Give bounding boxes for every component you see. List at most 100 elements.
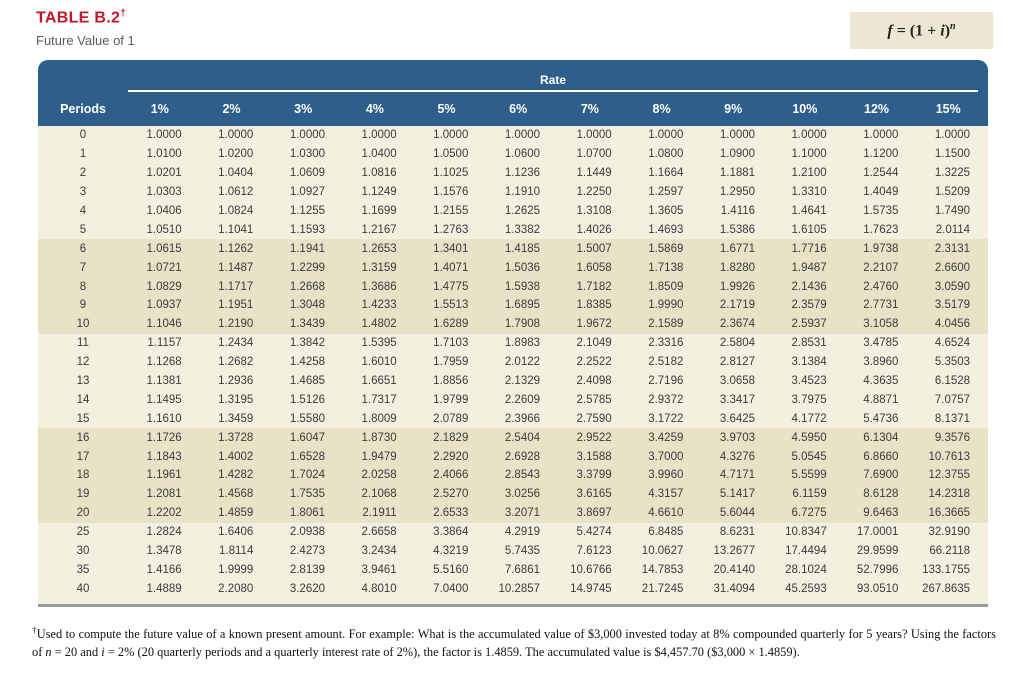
rate-label: Rate <box>539 73 566 87</box>
factor-value-cell: 1.5580 <box>289 412 326 425</box>
text-segment: i <box>940 22 945 40</box>
factor-value-cell: 1.3478 <box>146 545 182 558</box>
factor-value-cell: 2.1068 <box>361 488 397 501</box>
factor-value-cell: 1.6289 <box>433 318 469 331</box>
factor-value-cell: 8.6231 <box>719 526 756 539</box>
period-cell: 17 <box>76 450 90 463</box>
period-cell: 3 <box>79 186 87 199</box>
factor-value-cell: 1.1717 <box>218 280 254 293</box>
period-cell: 20 <box>76 507 90 520</box>
factor-value-cell: 2.0122 <box>504 356 541 369</box>
factor-value-cell: 1.0700 <box>576 148 612 161</box>
factor-value-cell: 1.9738 <box>863 242 899 255</box>
factor-value-cell: 1.4568 <box>218 488 254 501</box>
table-row: 25 1.2824 1.6406 2.0938 2.6658 3.3864 4.2919 5.… <box>38 522 988 542</box>
factor-value-cell: 7.0400 <box>433 582 469 595</box>
factor-value-cell: 1.0000 <box>146 129 182 142</box>
factor-value-cell: 1.3842 <box>289 337 326 350</box>
factor-value-cell: 1.6771 <box>719 242 756 255</box>
factor-value-cell: 1.7138 <box>648 261 684 274</box>
factor-value-cell: 1.3310 <box>791 186 827 199</box>
period-cell: 0 <box>79 129 87 142</box>
factor-value-cell: 1.2668 <box>289 280 326 293</box>
factor-value-cell: 32.9190 <box>928 526 971 539</box>
factor-value-cell: 2.7196 <box>648 375 684 388</box>
factor-value-cell: 1.4282 <box>218 469 254 482</box>
table-row: 9 1.0937 1.1951 1.3048 1.4233 1.5513 1.6895 1.8… <box>38 296 988 315</box>
factor-value-cell: 28.1024 <box>785 563 827 576</box>
factor-value-cell: 3.2620 <box>289 582 326 595</box>
table-row: 20 1.2202 1.4859 1.8061 2.1911 2.6533 3.2071 3.… <box>38 503 988 523</box>
factor-value-cell: 66.2118 <box>929 545 971 558</box>
factor-value-cell: 2.2522 <box>576 356 612 369</box>
period-cell: 12 <box>76 356 90 369</box>
factor-value-cell: 14.9745 <box>570 582 612 595</box>
factor-value-cell: 3.1384 <box>791 356 827 369</box>
factor-value-cell: 1.7317 <box>361 393 397 406</box>
table-row: 11 1.1157 1.2434 1.3842 1.5395 1.7103 1.8983 2.… <box>38 333 988 353</box>
factor-value-cell: 3.3417 <box>719 393 756 406</box>
rate-column-header: 7% <box>580 102 599 116</box>
factor-value-cell: 1.1249 <box>361 186 397 199</box>
factor-value-cell: 1.1664 <box>648 167 684 180</box>
factor-value-cell: 5.5599 <box>791 469 827 482</box>
factor-value-cell: 1.4693 <box>648 223 684 236</box>
factor-value-cell: 267.8635 <box>922 582 971 595</box>
factor-value-cell: 1.1941 <box>289 242 326 255</box>
factor-value-cell: 3.2434 <box>361 545 397 558</box>
factor-value-cell: 5.1417 <box>719 488 756 501</box>
factor-value-cell: 2.5785 <box>576 393 612 406</box>
factor-value-cell: 1.1593 <box>289 223 326 236</box>
factor-value-cell: 4.5950 <box>791 431 827 444</box>
period-cell: 16 <box>76 431 90 444</box>
factor-value-cell: 93.0510 <box>856 582 899 595</box>
factor-value-cell: 1.1262 <box>218 242 254 255</box>
factor-value-cell: 1.4859 <box>218 507 254 520</box>
factor-value-cell: 3.6425 <box>719 412 756 425</box>
text-segment: i <box>101 644 105 659</box>
factor-value-cell: 2.0114 <box>935 223 971 236</box>
factor-value-cell: 1.4233 <box>361 299 397 312</box>
factor-value-cell: 1.3605 <box>648 205 684 217</box>
table-row: 7 1.0721 1.1487 1.2299 1.3159 1.4071 1.5036 1.6… <box>38 258 988 278</box>
factor-value-cell: 9.6463 <box>863 507 899 520</box>
text-segment: † <box>32 625 37 635</box>
periods-column-header: Periods <box>60 102 106 116</box>
factor-value-cell: 29.9599 <box>856 545 899 558</box>
factor-value-cell: 1.1951 <box>218 299 254 312</box>
factor-value-cell: 1.2250 <box>576 186 612 199</box>
factor-value-cell: 6.7275 <box>791 507 827 520</box>
factor-value-cell: 3.1588 <box>576 450 612 463</box>
factor-value-cell: 2.6533 <box>433 507 469 520</box>
formula-text: f = (1 + i)n <box>887 21 955 40</box>
factor-value-cell: 1.4071 <box>433 261 469 274</box>
factor-value-cell: 52.7996 <box>856 563 899 576</box>
factor-value-cell: 10.6766 <box>570 563 612 576</box>
factor-value-cell: 6.8660 <box>863 450 899 463</box>
table-row: 30 1.3478 1.8114 2.4273 3.2434 4.3219 5.7435 7.… <box>38 541 988 561</box>
factor-value-cell: 2.0258 <box>361 469 397 482</box>
factor-value-cell: 1.5513 <box>433 299 469 312</box>
table-row: 12 1.1268 1.2682 1.4258 1.6010 1.7959 2.0122 2.… <box>38 352 988 372</box>
factor-value-cell: 1.2434 <box>218 337 254 350</box>
factor-value-cell: 1.0000 <box>289 129 326 142</box>
rate-column-header: 4% <box>365 102 384 116</box>
factor-value-cell: 3.7000 <box>648 450 684 463</box>
period-cell: 9 <box>79 299 87 312</box>
factor-value-cell: 1.7103 <box>433 337 469 350</box>
factor-value-cell: 2.4098 <box>576 375 612 388</box>
factor-value-cell: 1.7182 <box>576 280 612 293</box>
factor-value-cell: 3.1722 <box>648 412 684 425</box>
factor-value-cell: 1.5869 <box>648 242 684 255</box>
factor-value-cell: 2.1329 <box>504 375 541 388</box>
factor-value-cell: 1.2682 <box>218 356 254 369</box>
factor-value-cell: 1.5938 <box>504 280 541 293</box>
factor-value-cell: 2.2080 <box>218 582 254 595</box>
factor-value-cell: 133.1755 <box>922 563 971 576</box>
period-cell: 10 <box>76 318 90 331</box>
factor-value-cell: 1.1025 <box>433 167 469 180</box>
factor-value-cell: 14.7853 <box>641 563 684 576</box>
factor-value-cell: 1.4258 <box>289 356 326 369</box>
factor-value-cell: 1.0824 <box>218 205 254 217</box>
factor-value-cell: 1.6105 <box>791 223 827 236</box>
